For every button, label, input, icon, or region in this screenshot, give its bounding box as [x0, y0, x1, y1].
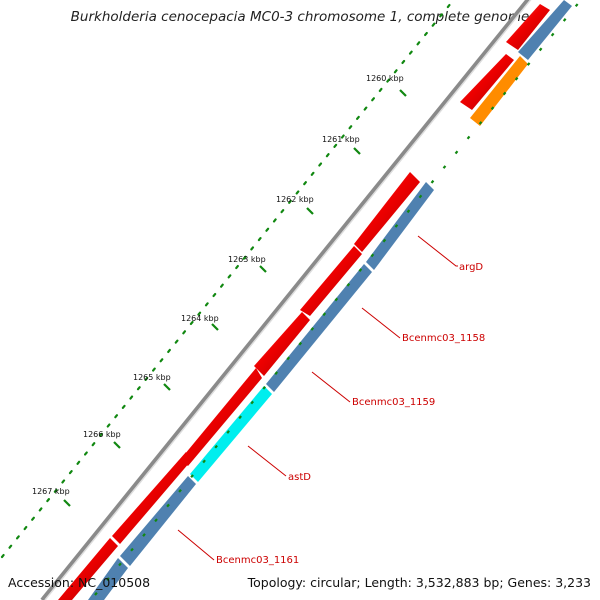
ruler-tick-label: 1264 kbp [181, 314, 219, 323]
ruler-tick-label: 1265 kbp [133, 373, 171, 382]
ruler-major-tick [63, 499, 71, 507]
accession-text: Accession: NC_010508 [8, 575, 151, 590]
ruler-major-tick [163, 383, 171, 391]
gene-feature[interactable] [518, 0, 572, 60]
gene-feature[interactable] [120, 476, 196, 566]
gene-track [88, 0, 572, 600]
ruler-tick-label: 1262 kbp [276, 195, 314, 204]
gene-label[interactable]: astD [288, 472, 311, 483]
callout-line [361, 307, 401, 339]
ruler-tick-label: 1266 kbp [83, 430, 121, 439]
gene-label[interactable]: Bcenmc03_1161 [216, 555, 299, 566]
gene-feature[interactable] [266, 264, 372, 392]
cds-feature[interactable] [506, 4, 550, 50]
callout-line [247, 445, 287, 477]
ruler-major-tick [259, 265, 267, 273]
ruler-major-tick [306, 207, 314, 215]
ruler-tick-label: 1260 kbp [366, 74, 404, 83]
cds-feature[interactable] [460, 54, 514, 110]
ruler-tick-label: 1261 kbp [322, 135, 360, 144]
backbone-line [40, 0, 531, 600]
ruler-major-tick [113, 441, 121, 449]
ruler-tick-label: 1263 kbp [228, 255, 266, 264]
ruler-ticks: 1260 kbp 1261 kbp 1262 kbp 1263 kbp 1264… [32, 74, 407, 507]
ruler-major-tick [399, 89, 407, 97]
gene-feature-astD[interactable] [190, 386, 272, 482]
gene-label[interactable]: Bcenmc03_1159 [352, 397, 435, 408]
callout-line [417, 235, 458, 267]
cds-feature[interactable] [180, 368, 262, 466]
forward-cds-track [58, 4, 550, 600]
map-title: Burkholderia cenocepacia MC0-3 chromosom… [70, 9, 530, 25]
ruler-dotted-line [0, 0, 455, 559]
cds-feature[interactable] [254, 312, 310, 376]
callout-line [177, 529, 215, 561]
ruler-tick-label: 1267 kbp [32, 487, 70, 496]
gene-callouts: argD Bcenmc03_1158 Bcenmc03_1159 astD Bc… [177, 235, 485, 566]
gene-label[interactable]: Bcenmc03_1158 [402, 333, 485, 344]
cds-feature[interactable] [58, 538, 118, 600]
topology-summary: Topology: circular; Length: 3,532,883 bp… [247, 575, 591, 590]
gene-feature-orange[interactable] [470, 56, 528, 126]
cds-feature[interactable] [300, 246, 362, 316]
gene-label[interactable]: argD [459, 262, 483, 273]
cds-feature[interactable] [354, 172, 420, 252]
backbone-line-shadow [44, 0, 532, 600]
cds-feature[interactable] [112, 452, 190, 544]
callout-line [311, 371, 351, 403]
ruler-major-tick [353, 147, 361, 155]
ruler-major-tick [211, 323, 219, 331]
gene-feature[interactable] [366, 182, 434, 270]
